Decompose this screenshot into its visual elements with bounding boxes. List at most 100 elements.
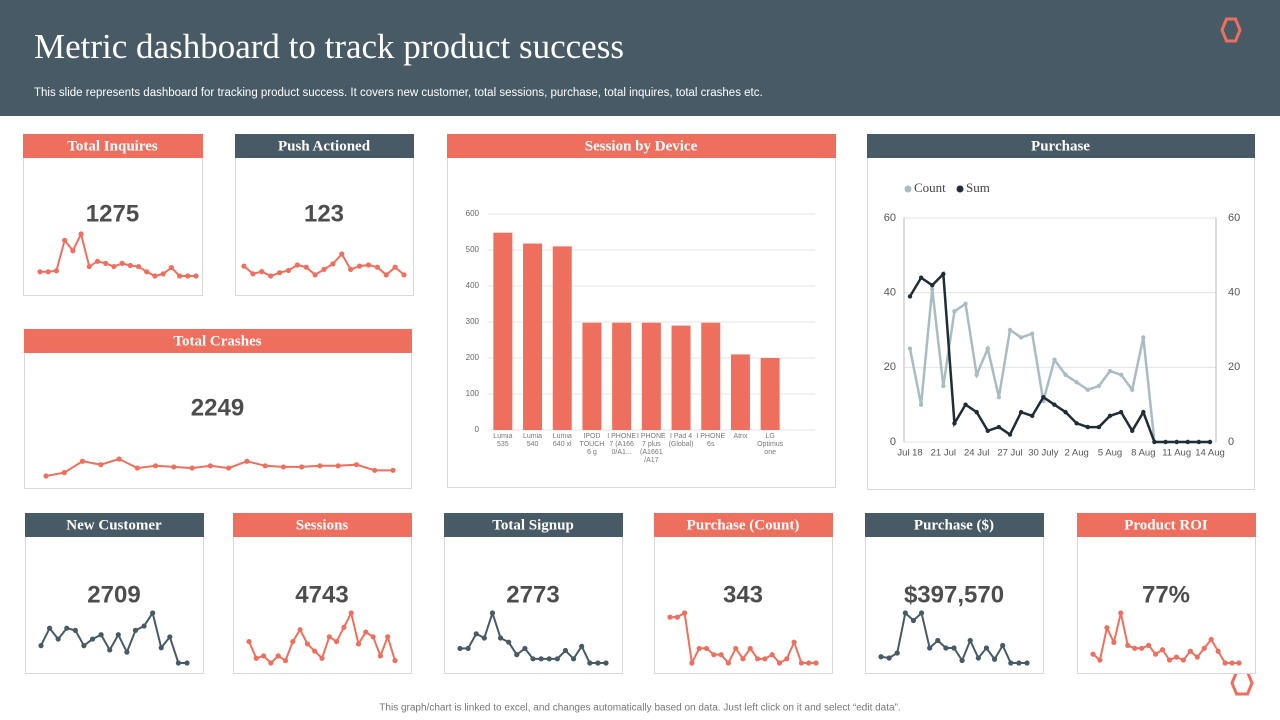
sparkline-point: [1125, 642, 1131, 648]
card-title: Purchase (Count): [687, 517, 800, 533]
sparkline-point: [506, 639, 512, 645]
kpi-value: 4743: [295, 581, 348, 608]
sparkline-point: [253, 655, 259, 661]
sparkline-point: [207, 463, 213, 469]
sparkline-point: [275, 653, 281, 659]
bar: [760, 358, 780, 430]
sparkline-point: [171, 464, 177, 470]
card-header: [235, 134, 414, 158]
sparkline-point: [98, 632, 104, 638]
sparkline-point: [46, 625, 53, 631]
line-point: [941, 271, 946, 277]
line-point: [1174, 439, 1179, 445]
sparkline-point: [1166, 657, 1173, 663]
line-point: [941, 383, 946, 389]
sparkline-point: [465, 645, 471, 652]
x-tick-label-box: IPOD TOUCH 6 g: [579, 433, 605, 456]
sparkline-point: [103, 260, 109, 266]
line-point: [1007, 327, 1013, 333]
sparkline-point: [1152, 651, 1159, 657]
sparkline-point: [53, 268, 60, 274]
hexagon-icon: [1220, 17, 1242, 43]
legend-label: Sum: [966, 180, 990, 195]
sparkline-point: [1208, 636, 1214, 643]
sparkline-point: [489, 610, 496, 616]
sparkline-point: [226, 465, 232, 471]
x-tick-label: 2 Aug: [1065, 448, 1089, 459]
sparkline-point: [554, 656, 560, 662]
card-title: Session by Device: [585, 138, 698, 154]
sparkline-point: [261, 653, 267, 659]
sparkline-point: [894, 650, 900, 656]
sparkline-point: [1104, 625, 1110, 631]
card-header: [23, 134, 203, 158]
x-tick-label: I PHONE 6s: [696, 433, 726, 448]
y2-tick-label: 40: [1228, 287, 1240, 299]
sparkline-point: [967, 637, 973, 644]
sparkline-point: [79, 458, 86, 464]
sparkline-point: [1180, 657, 1186, 663]
sparkline-point: [991, 656, 998, 662]
x-tick-label: 5 Aug: [1098, 448, 1122, 459]
sparkline-point: [1000, 642, 1006, 649]
sparkline-point: [1201, 645, 1207, 651]
sparkline-point: [667, 614, 673, 620]
sparkline-point: [280, 464, 287, 470]
kpi-value: 2249: [191, 394, 244, 421]
bar: [730, 354, 750, 430]
line-point: [1007, 432, 1013, 437]
sparkline-point: [150, 610, 156, 616]
sparkline-point: [37, 269, 43, 275]
sparkline-point: [1024, 660, 1030, 666]
sparkline-point: [317, 463, 323, 469]
sparkline-point: [363, 629, 369, 635]
line-point: [996, 395, 1002, 400]
card-header: [654, 513, 833, 537]
sparkline-point: [959, 657, 965, 664]
sparkline-point: [570, 656, 577, 662]
y-tick-label: 20: [884, 361, 896, 373]
sparkline-point: [285, 267, 292, 274]
sparkline-point: [1187, 648, 1193, 654]
x-tick-label-box: I PHONE 7 (A166 0/A1...: [607, 433, 636, 456]
sparkline-point: [184, 660, 190, 666]
sparkline-point: [348, 266, 354, 272]
sparkline-point: [55, 636, 61, 642]
sparkline-point: [119, 260, 125, 266]
sparkline-point: [176, 273, 183, 279]
line-point: [963, 402, 968, 407]
line-point: [1030, 413, 1035, 419]
x-tick-label: IPOD TOUCH 6 g: [579, 433, 605, 456]
sparkline-point: [546, 656, 552, 662]
sparkline-point: [94, 258, 101, 264]
card-title: Total Signup: [492, 517, 574, 533]
x-tick-label: 8 Aug: [1131, 448, 1155, 459]
kpi-value: 77%: [1142, 581, 1190, 608]
sparkline-point: [983, 645, 990, 651]
sparkline-point: [304, 641, 310, 647]
card-header: [1077, 513, 1256, 537]
sparkline-point: [769, 652, 775, 658]
y-tick-label: 300: [466, 317, 480, 326]
sparkline-point: [1111, 639, 1117, 646]
sparkline-point: [951, 645, 957, 651]
card-title: Product ROI: [1124, 517, 1208, 533]
line-point: [1141, 335, 1146, 340]
x-tick-label: 24 Jul: [964, 448, 989, 459]
sparkline-point: [38, 643, 44, 649]
card-title: Total Crashes: [173, 333, 261, 349]
sparkline-point: [562, 647, 569, 654]
sparkline-point: [390, 467, 396, 473]
card-header: [444, 513, 623, 537]
line-point: [952, 309, 957, 314]
sparkline-point: [152, 273, 158, 279]
y-tick-label: 500: [466, 245, 480, 254]
sparkline-point: [86, 263, 92, 270]
sparkline-point: [755, 656, 761, 662]
x-tick-label: Lumia 535: [493, 433, 513, 448]
card-body: [654, 513, 833, 674]
sparkline-point: [703, 645, 710, 652]
sparkline-point: [144, 269, 150, 275]
page-subtitle: This slide represents dashboard for trac…: [34, 87, 763, 99]
